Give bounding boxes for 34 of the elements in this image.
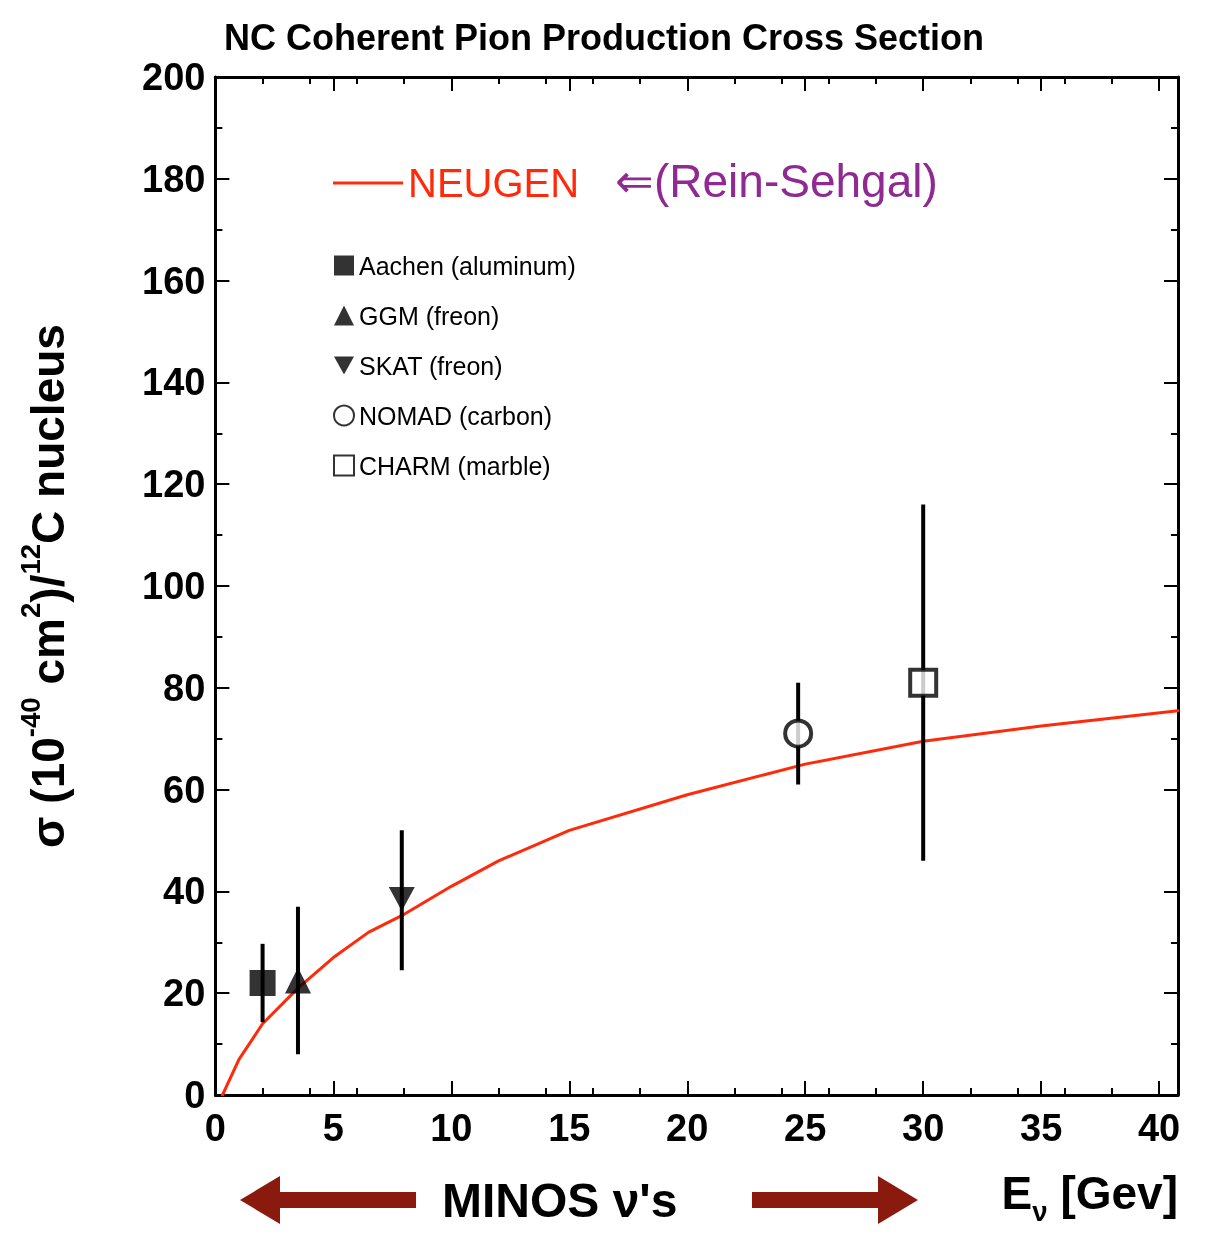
legend-label: Aachen (aluminum)	[359, 251, 576, 280]
point	[249, 970, 276, 997]
x-tick-label: 15	[548, 1107, 591, 1149]
line-series	[220, 709, 1180, 1097]
point	[783, 718, 814, 749]
y-axis-title: σ (10-40 cm2)/12C nucleus	[14, 324, 75, 848]
x-tick-label: 40	[1137, 1107, 1181, 1149]
x-tick-label: 30	[902, 1107, 945, 1149]
legend-label: NEUGEN	[408, 161, 580, 205]
y-tick-label: 0	[184, 1074, 206, 1116]
x-tick-label: 20	[666, 1107, 709, 1149]
y-tick-label: 120	[141, 463, 206, 506]
y-tick-label: 60	[163, 768, 206, 811]
y-tick-label: 160	[141, 259, 206, 302]
chart-title: NC Coherent Pion Production Cross Section	[223, 16, 985, 58]
legend-label: NOMAD (carbon)	[359, 401, 553, 430]
annotation: ⇐(Rein-Sehgal)	[615, 155, 938, 207]
point	[388, 887, 415, 912]
x-tick-label: 5	[322, 1107, 344, 1149]
y-tick-label: 140	[141, 361, 206, 404]
y-tick-label: 100	[141, 565, 206, 607]
y-tick-label: 40	[163, 870, 206, 913]
text: MINOS ν's	[442, 1173, 678, 1227]
point	[908, 667, 939, 698]
y-tick-label: 200	[141, 56, 206, 98]
legend-label: GGM (freon)	[359, 301, 500, 330]
y-tick-label: 80	[163, 666, 206, 709]
y-tick-label: 20	[163, 972, 206, 1015]
x-tick-label: 10	[430, 1107, 473, 1149]
y-tick-label: 180	[141, 157, 206, 200]
x-tick-label: 35	[1020, 1107, 1063, 1149]
x-tick-label: 25	[784, 1107, 827, 1149]
legend-label: SKAT (freon)	[359, 351, 503, 380]
legend-label: CHARM (marble)	[359, 451, 551, 480]
